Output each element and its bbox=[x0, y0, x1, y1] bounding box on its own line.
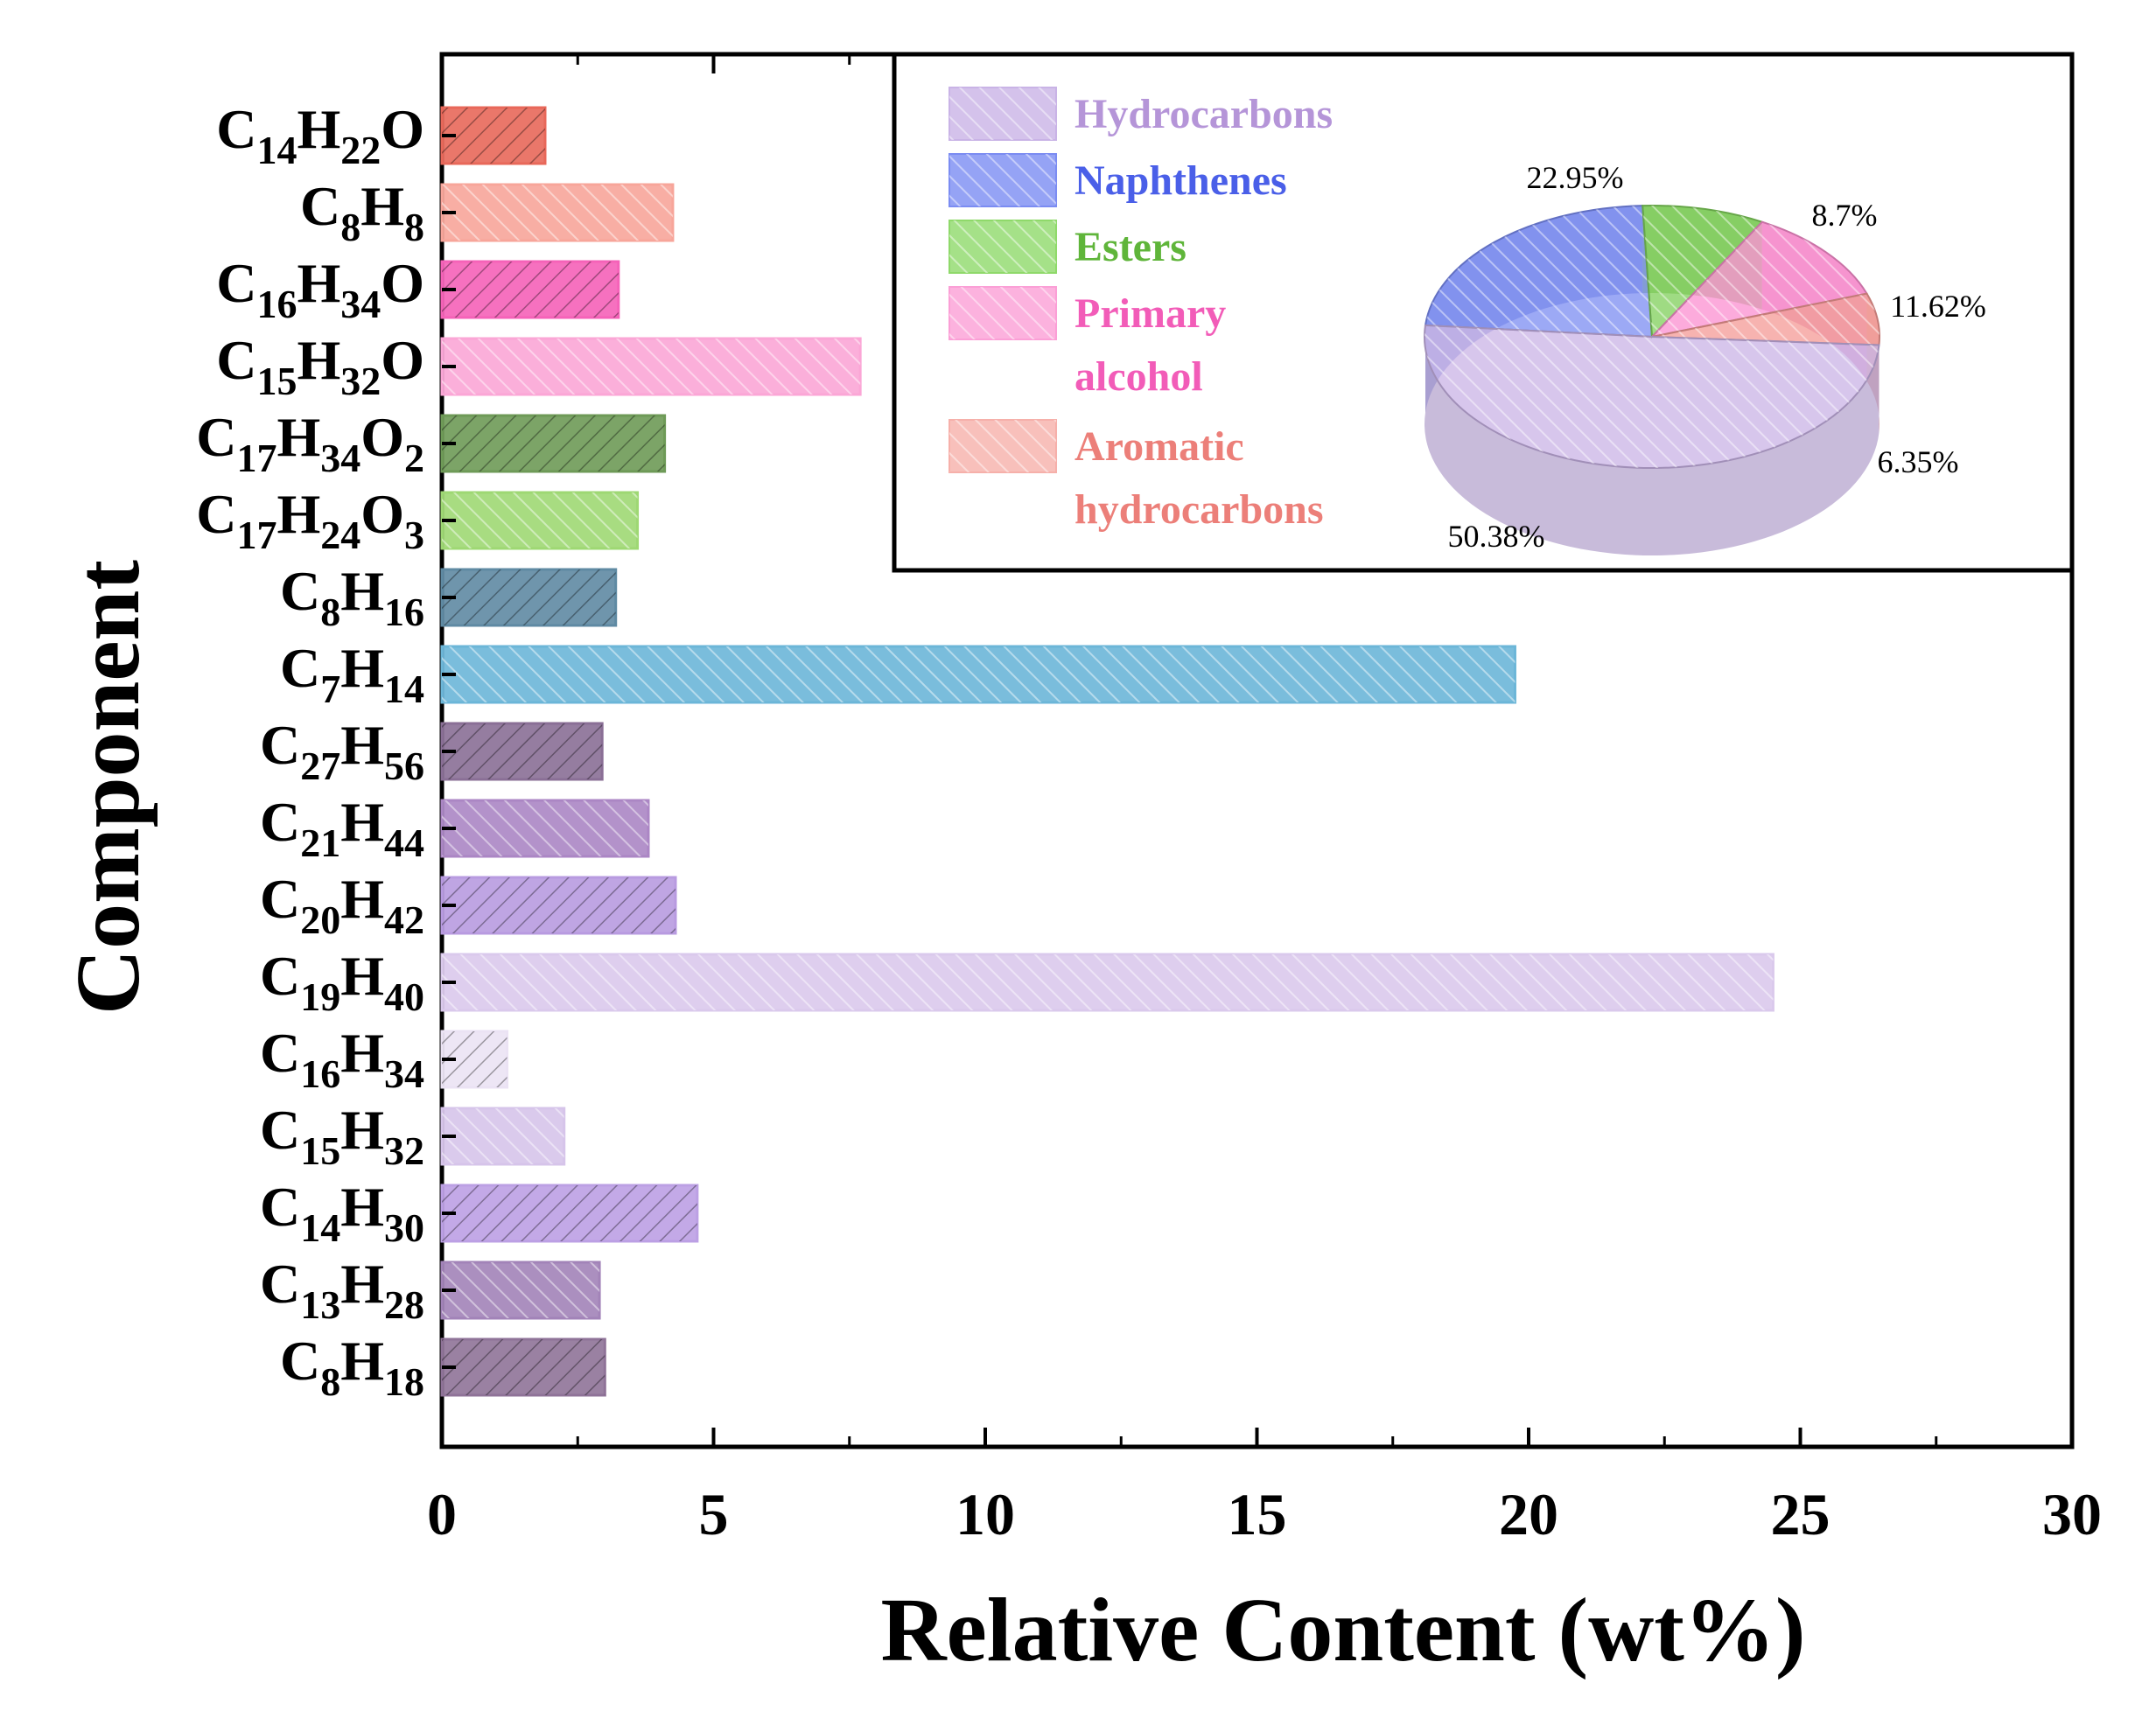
bar-hatch-C20H42 bbox=[442, 877, 676, 933]
bar-hatch-C14H30 bbox=[442, 1185, 697, 1241]
bar-hatch-C7H14 bbox=[442, 646, 1516, 702]
y-tick-label-C15H32O: C15​H32​O bbox=[216, 329, 424, 403]
bar-hatch-C19H40 bbox=[442, 954, 1774, 1010]
x-tick-label: 0 bbox=[427, 1481, 457, 1547]
legend-swatch-hatch-3 bbox=[949, 287, 1056, 339]
legend-label-3-0: Primary bbox=[1074, 290, 1226, 337]
y-tick-label-C8H18: C8​H18​ bbox=[280, 1330, 424, 1404]
y-axis: C14​H22​OC8​H8​C16​H34​OC15​H32​OC17​H34… bbox=[196, 98, 456, 1404]
y-tick-label-C8H16: C8​H16​ bbox=[280, 560, 424, 634]
legend-label-0-0: Hydrocarbons bbox=[1074, 91, 1333, 137]
pie-side-Hydrocarbons bbox=[1424, 325, 1880, 555]
legend-swatch-hatch-1 bbox=[949, 154, 1056, 206]
x-tick-label: 5 bbox=[699, 1481, 729, 1547]
x-tick-label: 15 bbox=[1228, 1481, 1287, 1547]
y-tick-label-C20H42: C20​H42​ bbox=[260, 868, 424, 942]
y-tick-label-C15H32: C15​H32​ bbox=[260, 1099, 424, 1173]
x-tick-label: 30 bbox=[2042, 1481, 2102, 1547]
y-tick-label-C7H14: C7​H14​ bbox=[280, 637, 424, 711]
x-tick-label: 20 bbox=[1499, 1481, 1558, 1547]
legend-swatch-hatch-0 bbox=[949, 87, 1056, 140]
pie-slice-hatch-Naphthenes bbox=[1424, 206, 1652, 337]
bar-hatch-C15H32O bbox=[442, 339, 861, 395]
pie-slice-hatch-Esters bbox=[1642, 206, 1762, 337]
bar-hatch-C8H18 bbox=[442, 1339, 606, 1395]
bar-hatch-C17H24O3 bbox=[442, 492, 638, 548]
inset-pie-chart: 50.38% 22.95% 8.7% 11.62% 6.35% bbox=[1424, 160, 1986, 555]
bar-hatch-C17H34O2 bbox=[442, 416, 665, 471]
bar-hatch-C8H16 bbox=[442, 569, 616, 625]
y-tick-label-C14H22O: C14​H22​O bbox=[216, 98, 424, 172]
pie-slice-hatch-Hydrocarbons bbox=[1424, 325, 1880, 468]
legend-label-3-1: alcohol bbox=[1074, 353, 1203, 400]
y-tick-label-C19H40: C19​H40​ bbox=[260, 945, 424, 1019]
x-tick-label: 10 bbox=[956, 1481, 1015, 1547]
y-tick-label-C17H34O2: C17​H34​O2​ bbox=[196, 406, 424, 480]
y-tick-label-C16H34O: C16​H34​O bbox=[216, 252, 424, 326]
legend-swatch-hatch-2 bbox=[949, 220, 1056, 273]
bar-hatch-C13H28 bbox=[442, 1262, 600, 1318]
pie-label-Naphthenes: 22.95% bbox=[1527, 160, 1624, 195]
bar-hatch-C16H34O bbox=[442, 262, 619, 318]
pie-label-Primary alcohol: 11.62% bbox=[1890, 289, 1986, 324]
y-axis-title: Component bbox=[58, 560, 158, 1015]
x-axis-title: Relative Content (wt%) bbox=[880, 1580, 1805, 1680]
bar-hatch-C27H56 bbox=[442, 723, 603, 779]
legend-label-4-0: Aromatic bbox=[1074, 423, 1244, 470]
legend-label-1-0: Naphthenes bbox=[1074, 157, 1287, 204]
legend-label-2-0: Esters bbox=[1074, 224, 1186, 270]
x-tick-label: 25 bbox=[1771, 1481, 1830, 1547]
y-tick-label-C16H34: C16​H34​ bbox=[260, 1022, 424, 1096]
y-tick-label-C8H8: C8​H8​ bbox=[300, 175, 424, 249]
bar-hatch-C14H22O bbox=[442, 108, 545, 164]
bar-hatch-C15H32 bbox=[442, 1108, 564, 1164]
pie-label-Hydrocarbons: 50.38% bbox=[1448, 519, 1545, 554]
legend-swatch-hatch-4 bbox=[949, 420, 1056, 472]
legend-label-4-1: hydrocarbons bbox=[1074, 486, 1324, 533]
pie-label-Esters: 8.7% bbox=[1812, 198, 1878, 233]
bar-hatch-C8H8 bbox=[442, 185, 673, 241]
y-tick-label-C27H56: C27​H56​ bbox=[260, 714, 424, 788]
y-tick-label-C21H44: C21​H44​ bbox=[260, 791, 424, 865]
y-tick-label-C13H28: C13​H28​ bbox=[260, 1253, 424, 1327]
y-tick-label-C14H30: C14​H30​ bbox=[260, 1176, 424, 1250]
pie-label-Aromatic hydrocarbons: 6.35% bbox=[1878, 444, 1959, 479]
pie-slice-hatch-Primary alcohol bbox=[1652, 221, 1867, 337]
pie-slice-hatch-Aromatic hydrocarbons bbox=[1652, 293, 1880, 346]
y-tick-label-C17H24O3: C17​H24​O3​ bbox=[196, 483, 424, 557]
bars-group bbox=[440, 106, 1774, 1397]
bar-hatch-C21H44 bbox=[442, 800, 648, 856]
